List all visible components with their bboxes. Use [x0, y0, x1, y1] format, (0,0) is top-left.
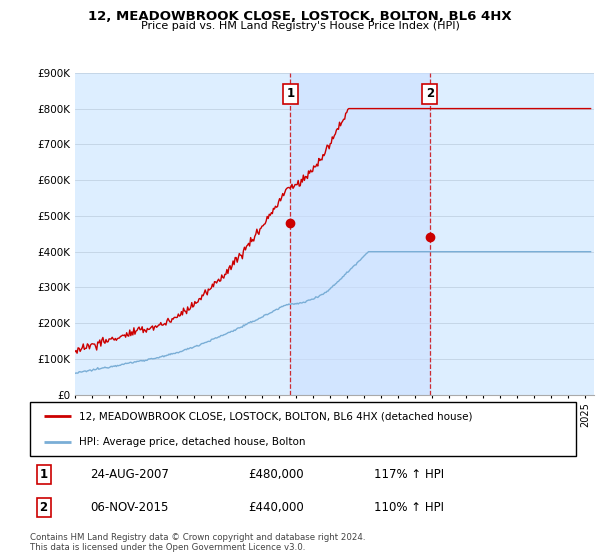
Text: 12, MEADOWBROOK CLOSE, LOSTOCK, BOLTON, BL6 4HX (detached house): 12, MEADOWBROOK CLOSE, LOSTOCK, BOLTON, …	[79, 412, 473, 421]
Text: £480,000: £480,000	[248, 468, 304, 481]
Text: Contains HM Land Registry data © Crown copyright and database right 2024.: Contains HM Land Registry data © Crown c…	[30, 533, 365, 542]
Text: 1: 1	[40, 468, 48, 481]
Text: Price paid vs. HM Land Registry's House Price Index (HPI): Price paid vs. HM Land Registry's House …	[140, 21, 460, 31]
Text: 06-NOV-2015: 06-NOV-2015	[90, 501, 169, 514]
Text: 12, MEADOWBROOK CLOSE, LOSTOCK, BOLTON, BL6 4HX: 12, MEADOWBROOK CLOSE, LOSTOCK, BOLTON, …	[88, 10, 512, 23]
Text: 2: 2	[40, 501, 48, 514]
Text: 1: 1	[286, 87, 295, 100]
Text: This data is licensed under the Open Government Licence v3.0.: This data is licensed under the Open Gov…	[30, 543, 305, 552]
Bar	[290, 73, 430, 395]
Text: 110% ↑ HPI: 110% ↑ HPI	[374, 501, 444, 514]
Text: £440,000: £440,000	[248, 501, 304, 514]
Text: 117% ↑ HPI: 117% ↑ HPI	[374, 468, 444, 481]
Text: HPI: Average price, detached house, Bolton: HPI: Average price, detached house, Bolt…	[79, 437, 305, 446]
Text: 2: 2	[426, 87, 434, 100]
Text: 24-AUG-2007: 24-AUG-2007	[90, 468, 169, 481]
